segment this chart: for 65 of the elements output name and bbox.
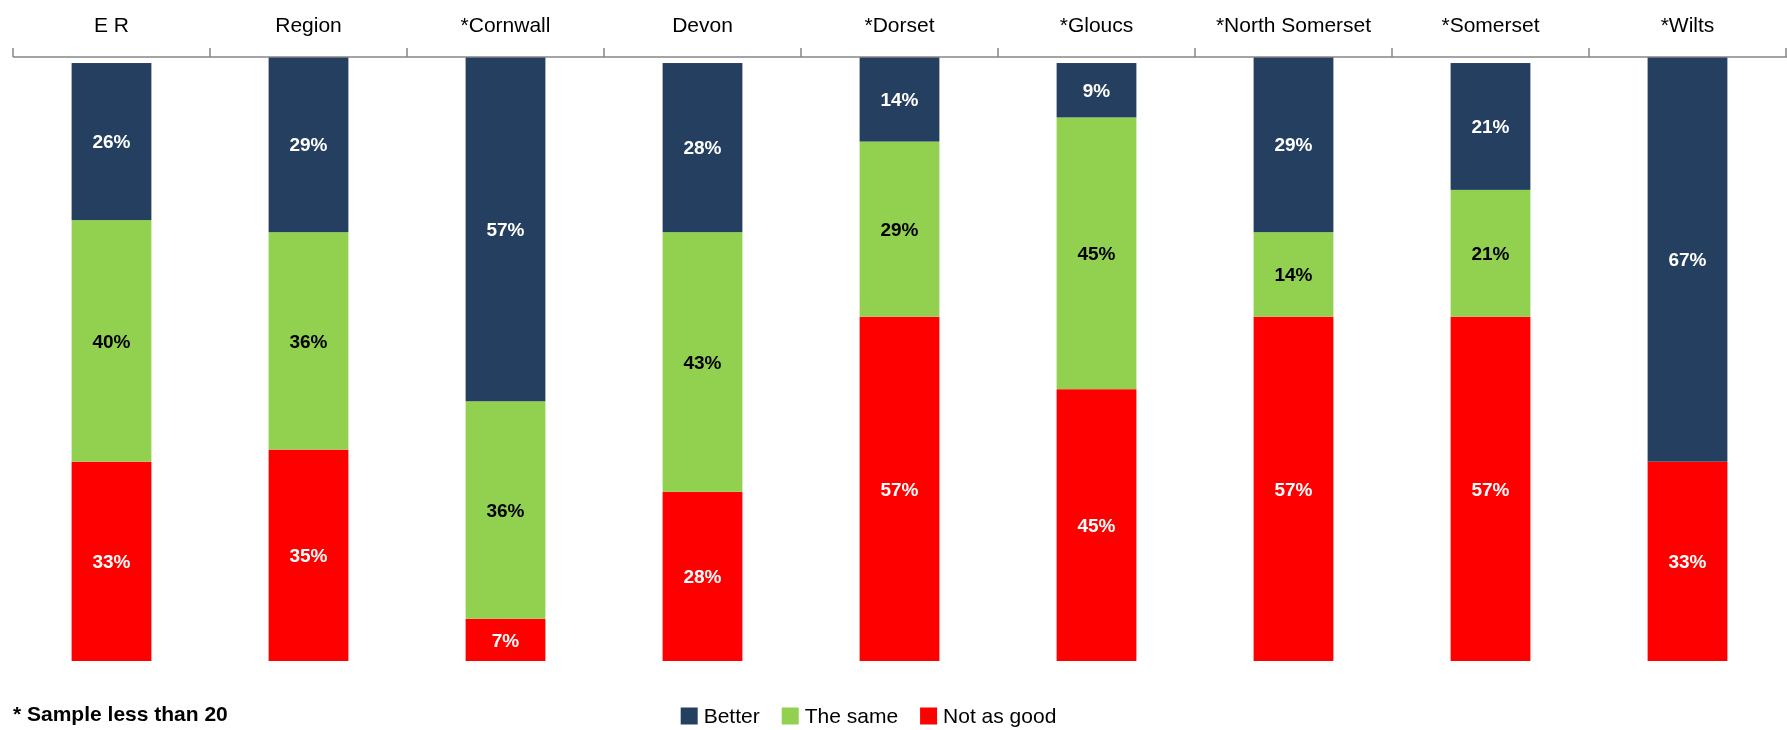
data-label: 29% xyxy=(289,134,328,156)
data-label: 21% xyxy=(1471,116,1510,138)
bar xyxy=(662,63,743,233)
bar xyxy=(268,232,349,450)
bar xyxy=(662,232,743,492)
bar xyxy=(1056,389,1137,661)
data-label: 43% xyxy=(683,351,722,373)
data-label: 57% xyxy=(1274,478,1313,500)
data-label: 57% xyxy=(880,478,919,500)
bar xyxy=(71,220,152,462)
data-label: 45% xyxy=(1077,242,1116,264)
data-label: 57% xyxy=(1471,478,1510,500)
bar xyxy=(859,141,940,317)
data-label: 29% xyxy=(1274,134,1313,156)
data-label: 57% xyxy=(486,218,525,240)
bar xyxy=(859,57,940,142)
bar xyxy=(465,401,546,619)
x-tick-label: *North Somerset xyxy=(1215,13,1372,37)
bar xyxy=(1253,316,1334,661)
data-label: 45% xyxy=(1077,514,1116,536)
bar xyxy=(268,449,349,661)
bar xyxy=(662,491,743,661)
bar xyxy=(1056,117,1137,390)
bar xyxy=(465,618,546,661)
data-label: 36% xyxy=(486,499,525,521)
bar xyxy=(1647,57,1728,462)
text: * Sample less than 20 xyxy=(13,702,228,726)
bar xyxy=(71,63,152,221)
x-tick-label: *Gloucs xyxy=(1059,13,1134,37)
data-label: 36% xyxy=(289,330,328,352)
data-label: 28% xyxy=(683,566,722,588)
bar xyxy=(1450,189,1531,317)
data-label: 28% xyxy=(683,137,722,159)
data-label: 14% xyxy=(880,88,919,110)
data-label: 29% xyxy=(880,218,919,240)
x-tick-label: Region xyxy=(275,13,342,37)
bar xyxy=(71,461,152,661)
bar xyxy=(1647,461,1728,661)
x-tick-label: Devon xyxy=(672,13,733,37)
data-label: 35% xyxy=(289,544,328,566)
data-label: 9% xyxy=(1082,79,1111,101)
bar xyxy=(465,57,546,402)
data-label: 14% xyxy=(1274,264,1313,286)
x-tick-label: *Dorset xyxy=(864,13,935,37)
bar xyxy=(1253,232,1334,317)
bar xyxy=(1450,316,1531,661)
data-label: 33% xyxy=(92,550,131,572)
legend-label: The same xyxy=(804,704,899,728)
data-label: 40% xyxy=(92,330,131,352)
bar xyxy=(268,57,349,233)
data-label: 26% xyxy=(92,131,131,153)
data-label: 33% xyxy=(1668,550,1707,572)
bar xyxy=(1253,57,1334,233)
data-label: 7% xyxy=(491,629,520,651)
legend-label: Better xyxy=(703,704,760,728)
legend-label: Not as good xyxy=(943,704,1057,728)
x-tick-label: *Wilts xyxy=(1660,13,1715,37)
data-label: 67% xyxy=(1668,248,1707,270)
bar xyxy=(1056,63,1137,118)
bar xyxy=(859,316,940,661)
data-label: 21% xyxy=(1471,242,1510,264)
x-tick-label: *Cornwall xyxy=(460,13,551,37)
bar xyxy=(1450,63,1531,190)
x-tick-label: *Somerset xyxy=(1441,13,1540,37)
x-tick-label: E R xyxy=(93,13,130,37)
